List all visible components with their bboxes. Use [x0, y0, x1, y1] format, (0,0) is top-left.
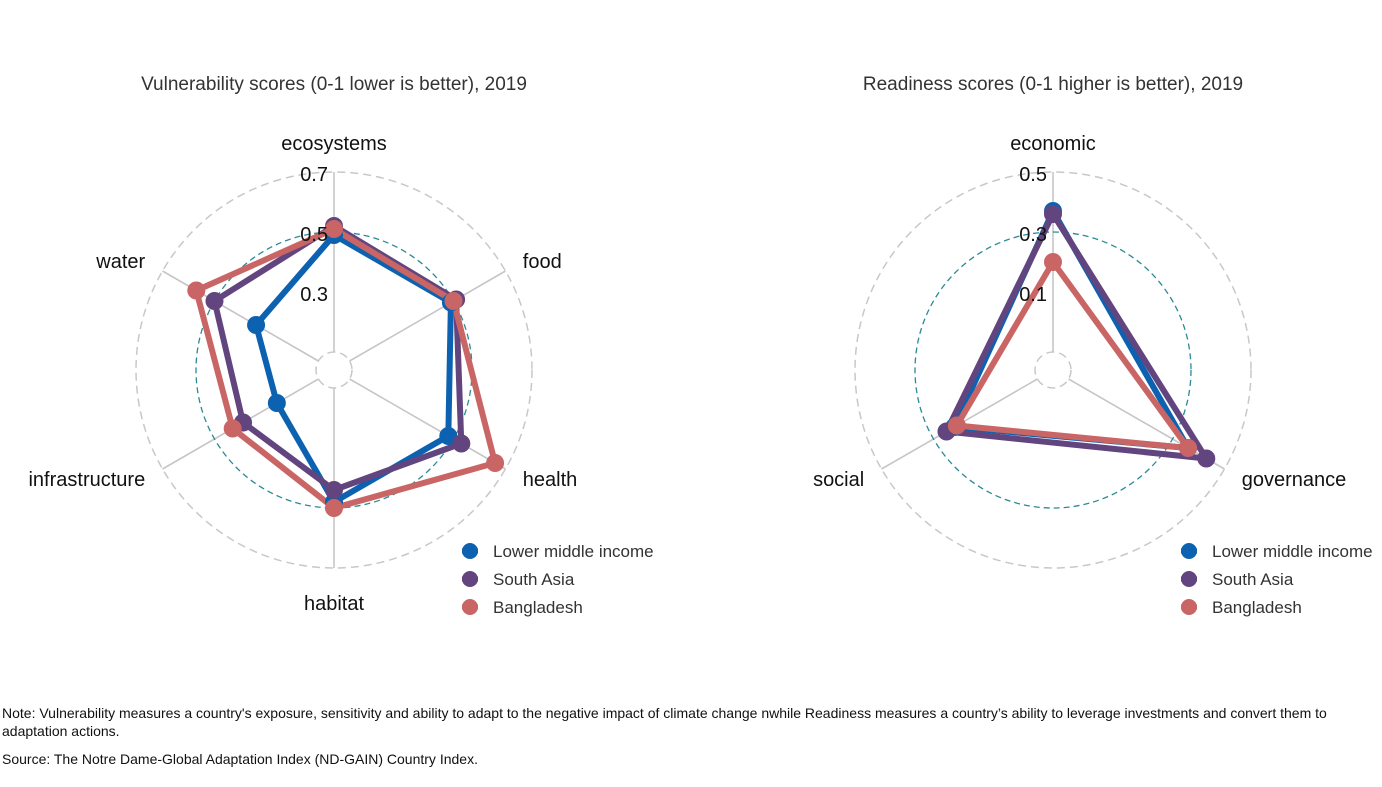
legend-label-bangladesh: Bangladesh — [493, 598, 583, 617]
point-bangladesh-habitat — [325, 499, 343, 517]
axis-label-economic: economic — [1010, 133, 1096, 155]
tick-label: 0.7 — [300, 164, 328, 186]
point-lower-middle-income-infrastructure — [267, 394, 286, 412]
tick-label: 0.1 — [1019, 284, 1047, 306]
series-line-lower-middle-income — [253, 232, 454, 505]
legend-marker-south-asia — [1181, 571, 1197, 587]
point-bangladesh-water — [187, 281, 206, 300]
legend-marker-lower-middle-income — [1181, 543, 1197, 559]
legend: Lower middle income South Asia Bangladesh — [462, 542, 654, 617]
point-bangladesh-infrastructure — [223, 419, 242, 438]
tick-label: 0.3 — [300, 284, 328, 306]
point-bangladesh-governance — [1179, 439, 1198, 457]
legend-marker-south-asia — [462, 571, 478, 587]
chart-title: Vulnerability scores (0-1 lower is bette… — [141, 74, 527, 95]
point-south-asia-economic — [1044, 205, 1062, 223]
tick-label: 0.3 — [1019, 224, 1047, 246]
point-south-asia-habitat — [325, 481, 343, 499]
point-lower-middle-income-health — [439, 427, 458, 445]
legend-marker-bangladesh — [1181, 599, 1197, 615]
inner-circle — [1034, 351, 1072, 389]
point-bangladesh-food — [444, 292, 463, 310]
series-line-bangladesh — [953, 259, 1192, 451]
reference-circle — [914, 231, 1192, 509]
inner-circle — [315, 351, 353, 389]
point-bangladesh-health — [486, 454, 505, 472]
point-bangladesh-economic — [1044, 253, 1062, 271]
outer-circle — [135, 171, 533, 569]
axis-label-health: health — [523, 469, 578, 491]
radar-chart-1: Vulnerability scores (0-1 lower is bette… — [28, 74, 653, 617]
chart-title: Readiness scores (0-1 higher is better),… — [863, 74, 1243, 95]
legend-label-bangladesh: Bangladesh — [1212, 598, 1302, 617]
point-south-asia-water — [205, 292, 224, 310]
chart-source: Source: The Notre Dame-Global Adaptation… — [2, 751, 478, 767]
legend-label-south-asia: South Asia — [493, 570, 575, 589]
axis-label-infrastructure: infrastructure — [28, 469, 145, 491]
spoke-food — [349, 270, 506, 362]
axis-label-food: food — [523, 251, 562, 273]
axis-label-governance: governance — [1242, 469, 1347, 491]
legend-label-lower-middle-income: Lower middle income — [1212, 542, 1373, 561]
spoke-health — [349, 378, 506, 470]
axis-label-ecosystems: ecosystems — [281, 133, 387, 155]
radar-chart-2: Readiness scores (0-1 higher is better),… — [813, 74, 1373, 617]
point-bangladesh-ecosystems — [325, 220, 343, 238]
chart-note: Note: Vulnerability measures a country's… — [2, 705, 1327, 739]
outer-circle — [854, 171, 1252, 569]
tick-label: 0.5 — [300, 224, 328, 246]
point-bangladesh-social — [947, 416, 966, 435]
legend: Lower middle income South Asia Bangladesh — [1181, 542, 1373, 617]
tick-label: 0.5 — [1019, 164, 1047, 186]
radar-charts: Vulnerability scores (0-1 lower is bette… — [28, 74, 1373, 617]
legend-label-south-asia: South Asia — [1212, 570, 1294, 589]
series-line-south-asia — [943, 211, 1210, 462]
axis-label-habitat: habitat — [304, 593, 364, 615]
point-south-asia-health — [452, 434, 471, 453]
point-south-asia-governance — [1197, 449, 1216, 468]
axis-label-social: social — [813, 469, 864, 491]
legend-marker-lower-middle-income — [462, 543, 478, 559]
legend-label-lower-middle-income: Lower middle income — [493, 542, 654, 561]
point-lower-middle-income-water — [247, 316, 266, 334]
legend-marker-bangladesh — [462, 599, 478, 615]
axis-label-water: water — [95, 251, 145, 273]
